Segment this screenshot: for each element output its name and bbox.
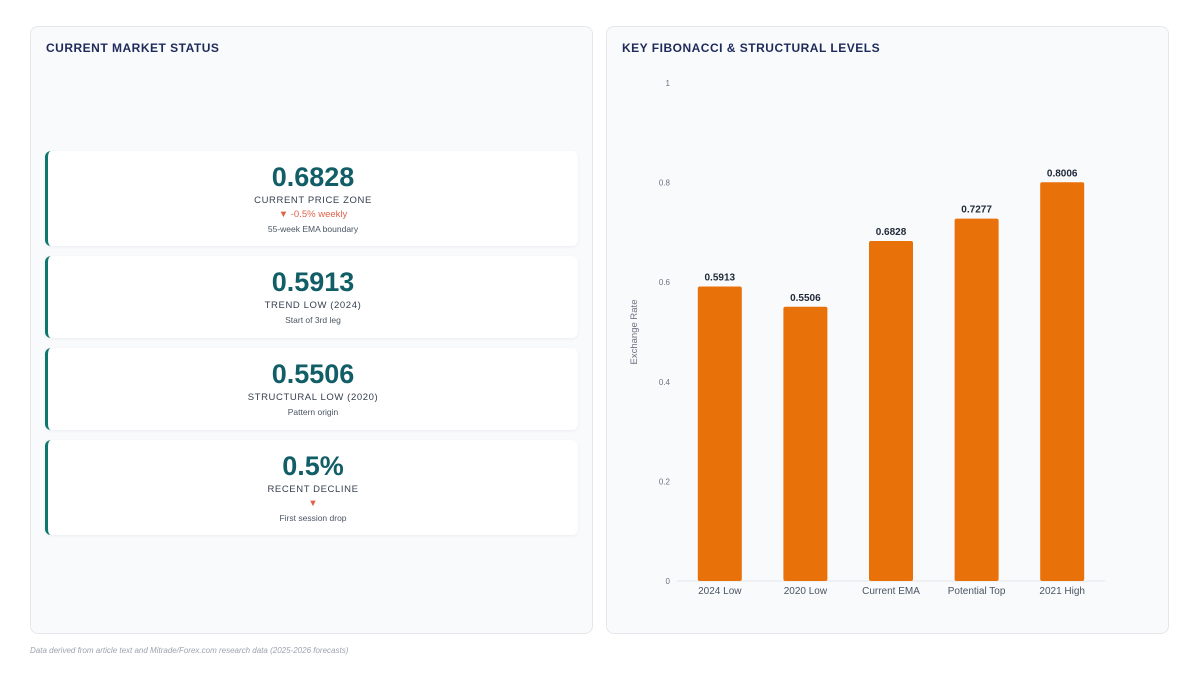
card-value: 0.5% bbox=[282, 451, 344, 481]
bar bbox=[697, 286, 742, 581]
card-value: 0.6828 bbox=[271, 162, 355, 192]
fibonacci-levels-panel: KEY FIBONACCI & STRUCTURAL LEVELS 0 0.2 0.… bbox=[606, 26, 1169, 634]
status-card-recent-decline: 0.5% RECENT DECLINE ▼ First session drop bbox=[45, 440, 578, 535]
y-tick-label: 0.8 bbox=[659, 179, 671, 188]
card-label: TREND LOW (2024) bbox=[264, 300, 362, 311]
status-card-trend-low: 0.5913 TREND LOW (2024) Start of 3rd leg bbox=[45, 256, 578, 338]
bar bbox=[954, 218, 999, 581]
status-card-current-price: 0.6828 CURRENT PRICE ZONE ▼ -0.5% weekly… bbox=[45, 151, 578, 246]
x-category-label: 2024 Low bbox=[698, 586, 742, 597]
card-note: Pattern origin bbox=[287, 407, 339, 417]
bar bbox=[783, 306, 828, 581]
bar-value-label: 0.5913 bbox=[705, 273, 736, 284]
card-label: CURRENT PRICE ZONE bbox=[254, 195, 372, 206]
x-category-label: 2020 Low bbox=[784, 586, 828, 597]
x-category-label: Potential Top bbox=[948, 586, 1006, 597]
card-change: ▼ -0.5% weekly bbox=[278, 209, 348, 220]
levels-bar-chart: 0 0.2 0.4 0.6 0.8 1 Exchange Rate 0.5913 2024 Lo… bbox=[629, 79, 1105, 597]
card-note: Start of 3rd leg bbox=[285, 315, 341, 325]
card-label: RECENT DECLINE bbox=[267, 484, 359, 495]
card-note: 55-week EMA boundary bbox=[267, 224, 359, 234]
x-category-label: 2021 High bbox=[1039, 586, 1085, 597]
y-tick-label: 0.4 bbox=[659, 378, 671, 387]
y-tick-label: 0.6 bbox=[659, 278, 671, 287]
status-card-structural-low: 0.5506 STRUCTURAL LOW (2020) Pattern ori… bbox=[45, 348, 578, 430]
card-change: ▼ bbox=[308, 498, 318, 509]
card-value: 0.5913 bbox=[271, 267, 355, 297]
bar-value-label: 0.7277 bbox=[961, 205, 992, 216]
y-tick-label: 0.2 bbox=[659, 477, 671, 486]
card-value: 0.5506 bbox=[271, 359, 355, 389]
y-tick-label: 1 bbox=[666, 79, 671, 88]
bar-value-label: 0.6828 bbox=[876, 227, 907, 238]
y-axis-title: Exchange Rate bbox=[629, 300, 640, 365]
bar-value-label: 0.5506 bbox=[790, 293, 821, 304]
bar bbox=[1040, 182, 1085, 581]
market-status-title: CURRENT MARKET STATUS bbox=[46, 41, 220, 55]
bar bbox=[869, 240, 913, 581]
card-label: STRUCTURAL LOW (2020) bbox=[247, 392, 379, 403]
bar-value-label: 0.8006 bbox=[1047, 168, 1078, 179]
chart-title: KEY FIBONACCI & STRUCTURAL LEVELS bbox=[622, 41, 881, 55]
market-status-panel: CURRENT MARKET STATUS 0.6828 CURRENT PRI… bbox=[30, 26, 593, 634]
x-category-label: Current EMA bbox=[862, 586, 920, 597]
status-cards: 0.6828 CURRENT PRICE ZONE ▼ -0.5% weekly… bbox=[45, 151, 578, 545]
card-note: First session drop bbox=[279, 513, 347, 523]
footnote: Data derived from article text and Mitra… bbox=[30, 646, 349, 655]
y-tick-label: 0 bbox=[666, 577, 671, 586]
